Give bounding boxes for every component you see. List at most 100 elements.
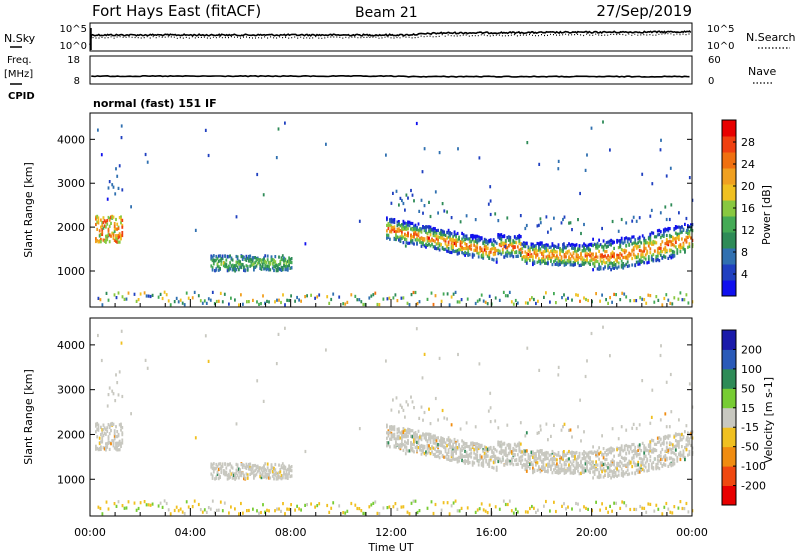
velocity-cell <box>249 465 252 470</box>
power-cell <box>568 259 570 263</box>
velocity-cell <box>584 451 587 455</box>
velocity-cell <box>617 447 620 451</box>
power-cell <box>285 268 288 272</box>
power-cell <box>676 249 679 253</box>
power-cell <box>533 249 536 253</box>
velocity-cell <box>228 472 230 476</box>
power-cell <box>532 255 534 259</box>
velocity-cell <box>350 501 353 506</box>
velocity-cell <box>592 451 594 455</box>
velocity-cell <box>435 442 438 446</box>
velocity-cell <box>682 435 685 439</box>
velocity-cell <box>261 466 264 470</box>
velocity-cell <box>514 507 517 511</box>
power-cell <box>219 258 221 262</box>
power-cell <box>634 256 637 260</box>
power-cell <box>482 256 485 260</box>
power-cell <box>465 251 468 255</box>
power-cell <box>515 254 518 258</box>
velocity-cell <box>578 451 581 455</box>
power-cell <box>535 244 537 248</box>
velocity-cell <box>507 446 510 450</box>
velocity-cell <box>662 462 665 466</box>
power-cell <box>608 242 611 247</box>
power-cell <box>278 263 280 267</box>
power-cell <box>510 251 513 255</box>
power-cell <box>632 215 635 219</box>
velocity-cell <box>638 443 641 447</box>
power-cell <box>449 250 451 254</box>
power-cell <box>500 241 503 245</box>
power-cell <box>256 257 259 262</box>
power-cell <box>392 218 394 222</box>
power-cell <box>108 180 111 184</box>
velocity-cell <box>407 403 409 407</box>
power-cell <box>468 240 471 244</box>
velocity-cell <box>524 449 527 453</box>
power-cell <box>434 227 436 231</box>
power-cell <box>659 236 662 240</box>
velocity-cell <box>661 441 664 445</box>
power-cell <box>504 294 507 298</box>
power-cell <box>280 257 283 262</box>
velocity-cell <box>617 453 620 457</box>
power-cell <box>641 297 644 301</box>
velocity-cell <box>458 459 460 463</box>
power-cell <box>432 229 435 233</box>
velocity-cell <box>434 396 437 401</box>
y-tick-label-0: 1000 <box>57 473 85 486</box>
velocity-cell <box>671 511 674 515</box>
power-cell <box>330 297 333 302</box>
power-cell <box>173 300 176 304</box>
velocity-cell <box>106 404 109 408</box>
velocity-cell <box>602 468 605 472</box>
power-cell <box>157 295 160 299</box>
power-cell <box>256 172 259 177</box>
power-cell <box>489 247 492 252</box>
power-cell <box>405 233 408 238</box>
velocity-cell <box>461 448 463 452</box>
velocity-cell <box>426 443 429 447</box>
velocity-cell <box>602 466 605 470</box>
colorbar-segment <box>722 330 736 350</box>
power-cell <box>665 293 668 297</box>
velocity-cell <box>494 447 497 452</box>
velocity-cell <box>414 434 417 438</box>
power-cell <box>394 293 397 297</box>
velocity-cell <box>658 436 661 440</box>
power-cell <box>411 221 414 226</box>
power-cell <box>274 260 277 264</box>
velocity-cell <box>437 418 439 422</box>
power-cell <box>386 236 388 240</box>
power-cell <box>401 223 403 227</box>
velocity-cell <box>536 468 539 472</box>
velocity-cell <box>211 474 214 478</box>
velocity-cell <box>103 426 106 430</box>
power-cell <box>575 254 578 259</box>
power-cell <box>563 261 566 265</box>
velocity-cell <box>611 447 614 451</box>
velocity-cell <box>605 506 607 510</box>
velocity-cell <box>278 507 280 511</box>
power-cell <box>541 241 543 245</box>
velocity-cell <box>590 466 593 471</box>
power-cell <box>510 242 513 246</box>
power-cell <box>422 241 424 245</box>
power-cell <box>516 236 519 240</box>
velocity-cell <box>217 508 220 512</box>
power-cell <box>437 241 439 245</box>
velocity-cell <box>519 461 522 465</box>
velocity-cell <box>398 437 400 441</box>
velocity-cell <box>690 435 692 439</box>
velocity-cell <box>608 467 611 471</box>
velocity-cell <box>304 449 307 454</box>
velocity-cell <box>587 456 590 460</box>
velocity-cell <box>556 453 558 457</box>
power-cell <box>251 259 254 263</box>
power-cell <box>583 296 585 300</box>
velocity-cell <box>518 458 521 462</box>
freq-tick-bottom: 8 <box>74 76 80 87</box>
power-cell <box>608 239 611 243</box>
velocity-cell <box>525 459 528 464</box>
colorbar-segment <box>722 368 736 389</box>
